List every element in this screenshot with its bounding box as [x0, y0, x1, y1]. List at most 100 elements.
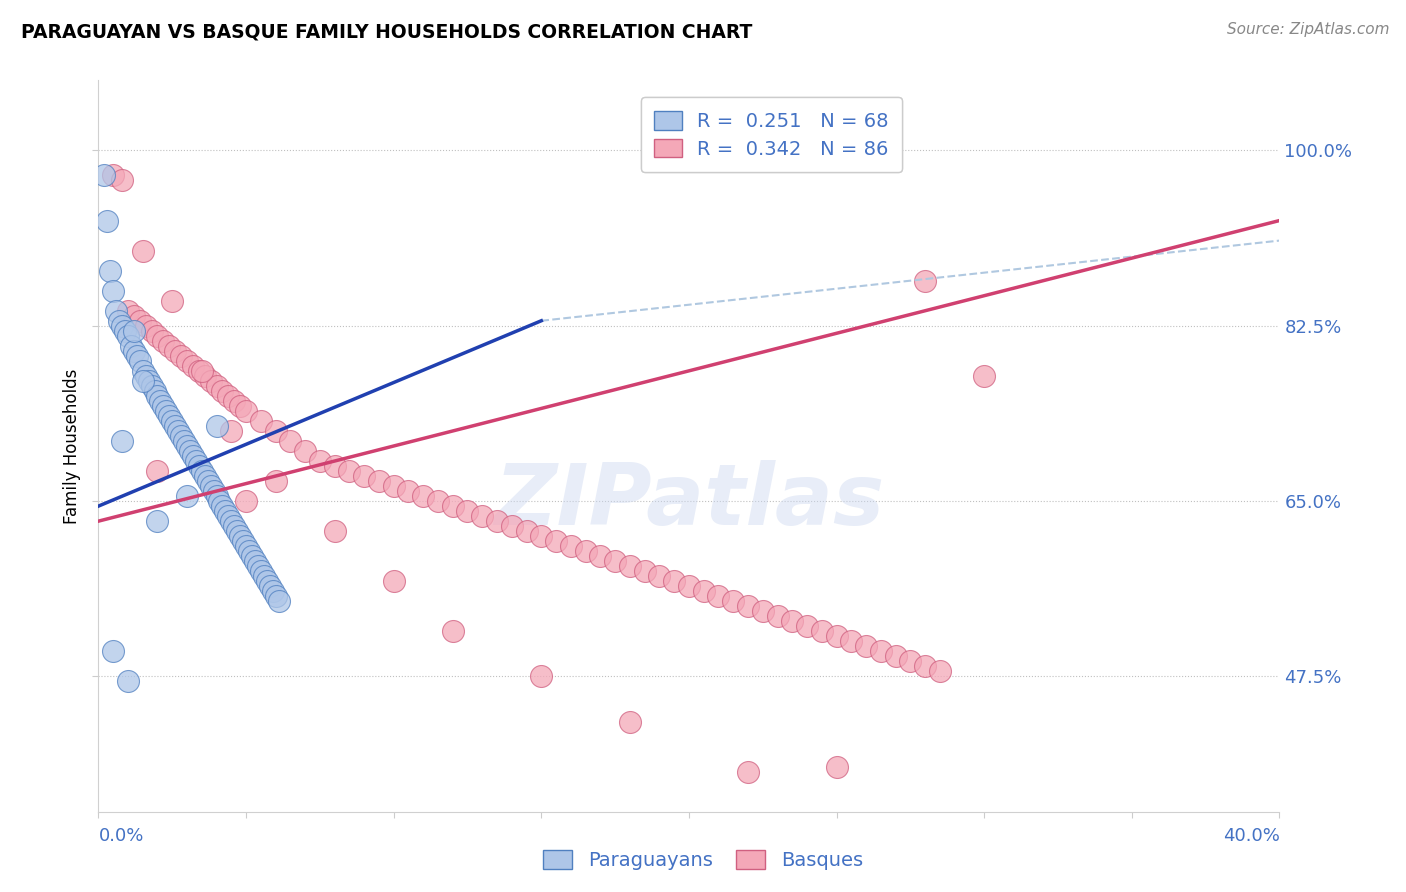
Point	[825, 629, 848, 643]
Point	[309, 454, 332, 468]
Point	[173, 434, 195, 448]
Point	[135, 318, 157, 333]
Point	[382, 574, 405, 589]
Point	[214, 504, 236, 518]
Point	[264, 589, 287, 603]
Point	[120, 339, 142, 353]
Point	[825, 759, 848, 773]
Point	[122, 343, 145, 358]
Point	[162, 414, 183, 428]
Point	[229, 529, 252, 543]
Point	[111, 434, 134, 448]
Point	[766, 609, 789, 624]
Point	[135, 368, 157, 383]
Point	[117, 303, 139, 318]
Point	[205, 379, 228, 393]
Point	[111, 173, 134, 187]
Point	[929, 665, 952, 679]
Point	[267, 594, 290, 608]
Point	[167, 424, 190, 438]
Point	[221, 424, 243, 438]
Point	[253, 569, 276, 583]
Point	[855, 640, 877, 654]
Point	[235, 539, 257, 553]
Point	[111, 318, 134, 333]
Point	[841, 634, 863, 648]
Point	[782, 615, 804, 629]
Point	[105, 303, 128, 318]
Point	[280, 434, 302, 448]
Point	[128, 314, 150, 328]
Point	[634, 564, 657, 578]
Point	[264, 424, 287, 438]
Point	[191, 364, 214, 378]
Text: ZIPatlas: ZIPatlas	[494, 459, 884, 542]
Point	[235, 494, 257, 508]
Text: PARAGUAYAN VS BASQUE FAMILY HOUSEHOLDS CORRELATION CHART: PARAGUAYAN VS BASQUE FAMILY HOUSEHOLDS C…	[21, 22, 752, 41]
Point	[441, 624, 464, 639]
Point	[339, 464, 361, 478]
Point	[208, 494, 231, 508]
Point	[132, 244, 155, 258]
Point	[122, 309, 145, 323]
Point	[194, 368, 217, 383]
Point	[170, 429, 193, 443]
Point	[914, 274, 936, 288]
Point	[323, 458, 346, 473]
Point	[103, 169, 125, 183]
Point	[232, 534, 254, 549]
Point	[546, 534, 568, 549]
Point	[914, 659, 936, 673]
Point	[205, 419, 228, 434]
Point	[187, 458, 209, 473]
Point	[398, 484, 420, 499]
Text: 40.0%: 40.0%	[1223, 827, 1279, 845]
Point	[146, 464, 169, 478]
Text: 0.0%: 0.0%	[98, 827, 143, 845]
Point	[262, 584, 284, 599]
Point	[256, 574, 278, 589]
Point	[870, 644, 893, 658]
Point	[146, 514, 169, 528]
Point	[187, 364, 209, 378]
Point	[152, 399, 174, 413]
Point	[181, 449, 204, 463]
Point	[103, 284, 125, 298]
Point	[250, 564, 273, 578]
Point	[138, 374, 160, 388]
Point	[973, 368, 995, 383]
Point	[184, 454, 207, 468]
Point	[224, 519, 246, 533]
Point	[238, 544, 260, 558]
Point	[176, 354, 198, 368]
Point	[181, 359, 204, 373]
Point	[294, 444, 316, 458]
Point	[170, 349, 193, 363]
Point	[197, 474, 219, 488]
Point	[707, 589, 730, 603]
Point	[98, 263, 121, 277]
Point	[211, 499, 233, 513]
Point	[205, 489, 228, 503]
Point	[693, 584, 716, 599]
Point	[796, 619, 818, 633]
Point	[516, 524, 538, 538]
Point	[117, 674, 139, 689]
Point	[412, 489, 434, 503]
Point	[152, 334, 174, 348]
Point	[157, 409, 180, 423]
Point	[125, 349, 148, 363]
Point	[143, 384, 166, 398]
Point	[471, 509, 494, 524]
Point	[194, 469, 217, 483]
Point	[737, 764, 759, 779]
Y-axis label: Family Households: Family Households	[63, 368, 82, 524]
Point	[103, 644, 125, 658]
Point	[648, 569, 671, 583]
Point	[191, 464, 214, 478]
Point	[155, 404, 177, 418]
Point	[323, 524, 346, 538]
Point	[108, 314, 131, 328]
Point	[737, 599, 759, 614]
Point	[176, 439, 198, 453]
